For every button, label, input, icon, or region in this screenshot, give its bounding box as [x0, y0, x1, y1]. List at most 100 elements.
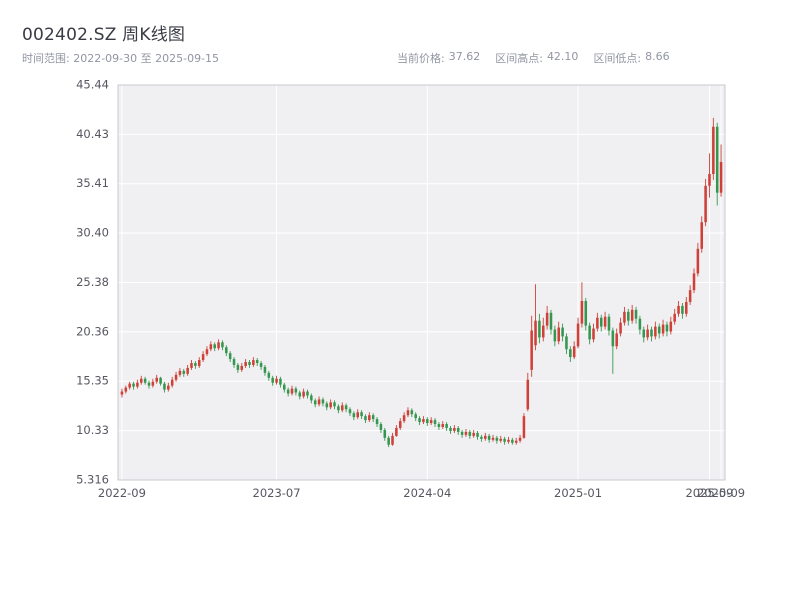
- candle: [487, 433, 491, 443]
- candle: [642, 326, 646, 343]
- candle-body: [163, 383, 166, 390]
- candle: [151, 378, 155, 388]
- candle: [638, 315, 642, 335]
- candle: [194, 361, 197, 369]
- candle-body: [120, 391, 124, 395]
- candle: [580, 282, 584, 328]
- candle: [306, 389, 309, 399]
- candle-body: [194, 363, 197, 366]
- candle: [283, 382, 286, 393]
- candle-body: [611, 330, 615, 347]
- y-tick-label: 30.40: [76, 226, 109, 240]
- candle-body: [383, 429, 387, 438]
- y-tick-label: 15.35: [76, 374, 109, 388]
- candle-body: [654, 326, 657, 337]
- candle: [290, 385, 294, 396]
- candle: [491, 434, 495, 442]
- candle: [514, 437, 518, 445]
- candle: [302, 388, 305, 399]
- candle-body: [290, 388, 294, 394]
- candle: [252, 357, 255, 367]
- candle: [383, 427, 387, 441]
- candle: [565, 333, 568, 355]
- candle-body: [437, 424, 441, 427]
- candle-body: [557, 327, 560, 342]
- candle-body: [232, 359, 236, 365]
- candle: [205, 346, 209, 357]
- candle-body: [306, 391, 309, 396]
- y-tick-label: 40.43: [76, 127, 109, 141]
- candle-body: [584, 300, 588, 326]
- candle-body: [128, 383, 131, 388]
- candle: [437, 422, 441, 430]
- candle: [696, 242, 700, 277]
- candle-body: [406, 410, 410, 416]
- candle-body: [329, 402, 332, 408]
- candle: [402, 412, 406, 424]
- candle: [460, 429, 464, 438]
- candle-body: [692, 273, 696, 291]
- candle: [456, 426, 460, 435]
- candle-body: [240, 365, 244, 370]
- range-high-value: 42.10: [546, 50, 579, 63]
- candle-body: [228, 353, 232, 360]
- candle-body: [661, 324, 665, 334]
- candle: [708, 153, 711, 198]
- candle: [170, 376, 174, 388]
- candle-body: [255, 360, 259, 364]
- candle-body: [534, 320, 537, 346]
- candle-body: [143, 378, 147, 383]
- candle: [634, 306, 638, 324]
- candle: [704, 178, 707, 227]
- range-low-label: 区间低点:: [593, 52, 642, 65]
- candle: [441, 421, 445, 429]
- candle: [186, 364, 189, 376]
- candle-body: [344, 405, 348, 410]
- candle: [225, 345, 228, 357]
- candle-body: [356, 412, 359, 418]
- candle: [267, 370, 271, 381]
- candle: [665, 321, 669, 337]
- candle: [418, 416, 421, 426]
- candle: [143, 376, 147, 385]
- candle: [464, 428, 468, 437]
- candle-body: [630, 309, 634, 321]
- candle-body: [495, 437, 499, 441]
- candle-body: [197, 360, 201, 366]
- candle: [368, 412, 371, 423]
- candle-body: [360, 412, 363, 417]
- candle: [333, 400, 336, 410]
- candle: [545, 305, 549, 330]
- candle-body: [715, 126, 719, 193]
- price-stats: 当前价格: 37.62 区间高点: 42.10 区间低点: 8.66: [397, 50, 670, 66]
- candle: [275, 375, 278, 385]
- candle-body: [538, 320, 541, 338]
- candle-body: [387, 437, 390, 445]
- candle: [294, 386, 298, 396]
- candle: [615, 328, 618, 350]
- candle: [611, 327, 615, 374]
- candle-body: [472, 432, 475, 436]
- candle-body: [468, 431, 472, 436]
- candle-body: [592, 328, 595, 340]
- candle-body: [526, 379, 530, 410]
- date-range-label: 时间范围: 2022-09-30 至 2025-09-15: [22, 52, 220, 65]
- candle: [719, 144, 723, 197]
- candle: [596, 312, 599, 332]
- candle: [356, 409, 359, 420]
- candle-body: [487, 435, 491, 440]
- range-high-stat: 区间高点: 42.10: [495, 50, 578, 66]
- candle: [553, 325, 557, 347]
- candle-body: [634, 309, 638, 319]
- candle: [557, 321, 560, 345]
- candle-body: [627, 311, 630, 321]
- candle: [530, 315, 533, 377]
- candle: [248, 360, 251, 368]
- candle-body: [642, 329, 646, 338]
- candle-body: [221, 342, 224, 348]
- candle-body: [650, 329, 653, 337]
- candle: [364, 414, 367, 424]
- candle-body: [151, 381, 155, 386]
- candle-body: [248, 362, 251, 365]
